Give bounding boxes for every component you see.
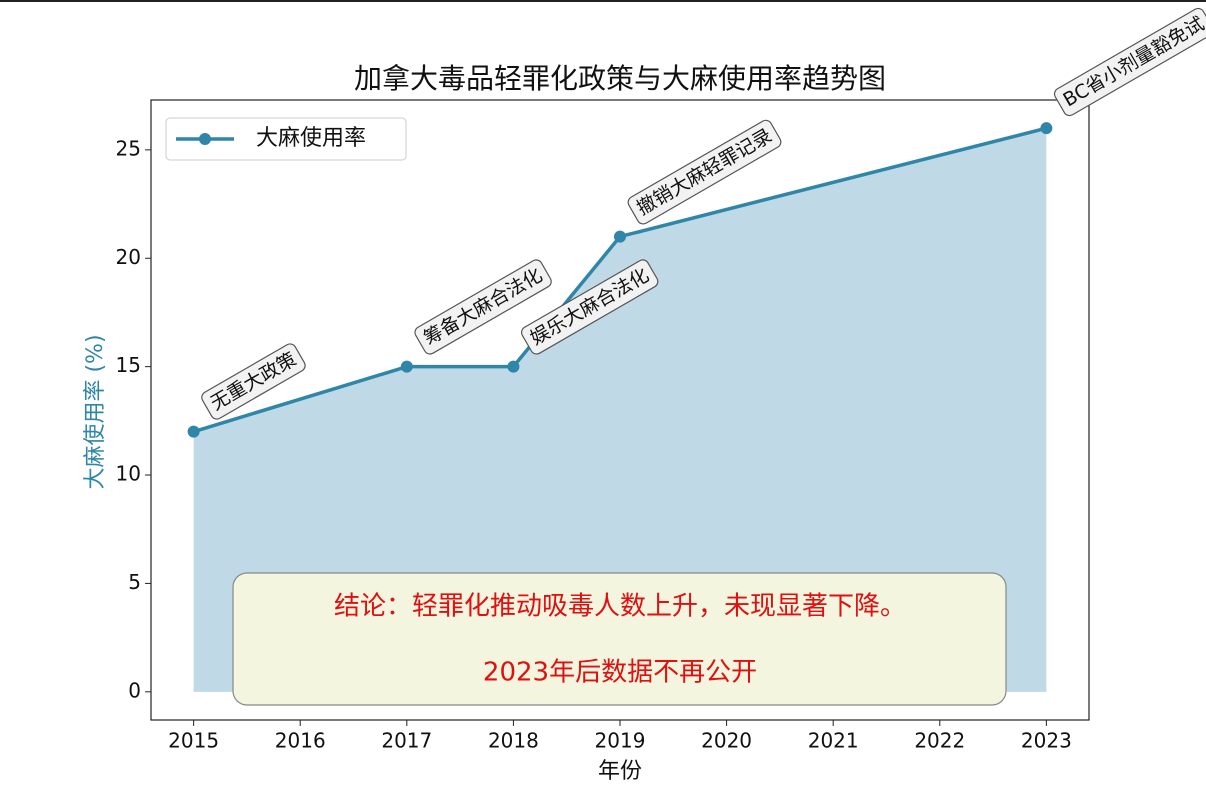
x-tick-label: 2018 [488,729,539,753]
annotation-label: BC省小剂量豁免试 [1060,13,1206,112]
y-axis-label: 大麻使用率 (%) [83,334,108,489]
y-tick-label: 20 [116,245,141,269]
marker [507,360,520,373]
legend-marker [199,133,211,145]
marker [1040,122,1053,135]
x-tick-label: 2022 [914,729,965,753]
x-tick-label: 2021 [808,729,859,753]
legend-box [165,117,407,161]
annotation-box [414,259,552,355]
y-tick-label: 10 [116,462,141,486]
x-tick-label: 2017 [381,729,432,753]
x-axis-label: 年份 [598,759,642,784]
annotation-box [520,259,659,355]
conclusion-text: 2023年后数据不再公开 [483,658,757,688]
marker [187,425,200,438]
chart-title: 加拿大毒品轻罪化政策与大麻使用率趋势图 [354,62,886,95]
x-tick-label: 2019 [595,729,646,753]
marker [400,360,413,373]
x-tick-label: 2015 [168,729,219,753]
annotation-box [201,343,306,420]
annotation-box [627,119,782,225]
conclusion-box [232,572,1007,706]
y-tick-label: 5 [128,570,141,594]
x-tick-label: 2016 [275,729,326,753]
marker [614,230,626,243]
conclusion-text: 结论：轻罪化推动吸毒人数上升，未现显著下降。 [334,592,906,622]
y-tick-label: 25 [116,136,141,160]
x-tick-label: 2020 [701,729,752,753]
annotation: BC省小剂量豁免试 [1053,7,1206,117]
x-tick-label: 2023 [1021,729,1072,753]
annotation-box [1053,7,1206,117]
legend-label: 大麻使用率 [256,126,366,151]
area [193,128,1047,692]
y-tick-label: 15 [116,353,141,377]
y-tick-label: 0 [128,678,141,702]
